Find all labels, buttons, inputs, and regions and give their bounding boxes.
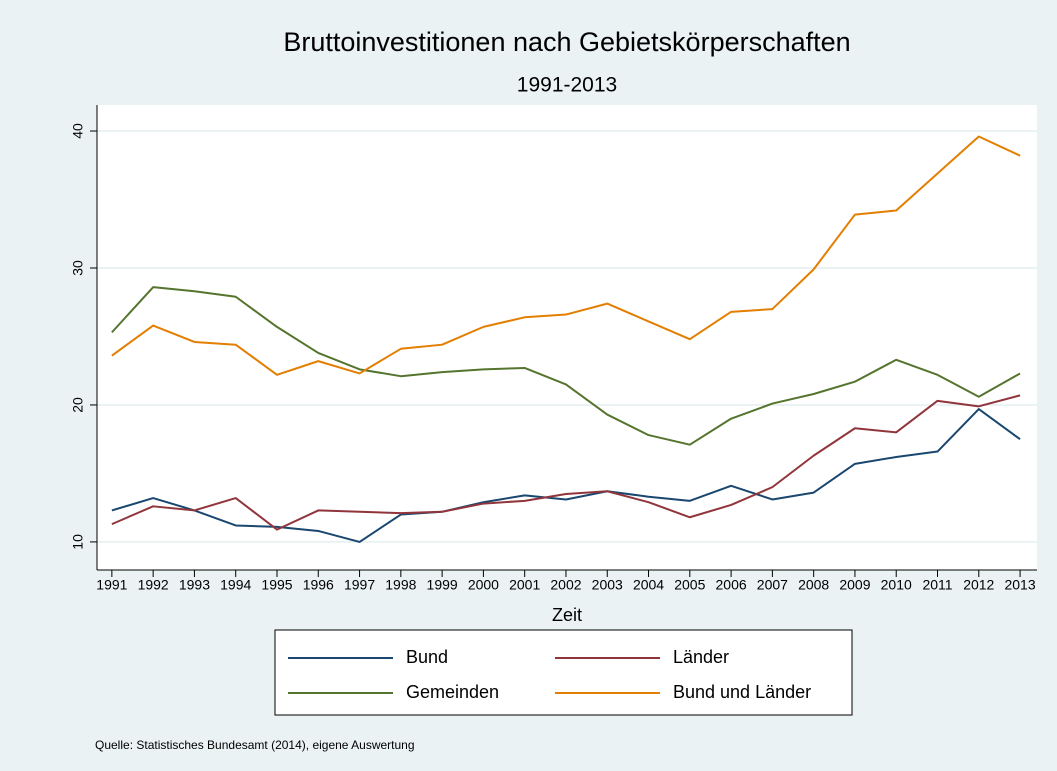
x-tick-label: 2008: [798, 577, 829, 593]
legend: [274, 629, 853, 716]
x-tick-label: 1992: [138, 577, 169, 593]
x-tick-label: 2012: [963, 577, 994, 593]
x-tick-label: 2007: [757, 577, 788, 593]
x-tick-label: 1996: [303, 577, 334, 593]
chart-title: Bruttoinvestitionen nach Gebietskörpersc…: [283, 27, 850, 57]
x-tick-label: 1993: [179, 577, 210, 593]
legend-label: Länder: [673, 647, 729, 667]
series-line: [111, 135, 1021, 376]
x-tick-label: 2004: [633, 577, 664, 593]
y-tick-label: 10: [70, 534, 86, 550]
x-tick-label: 1995: [261, 577, 292, 593]
series-line: [111, 286, 1021, 446]
plot-area: [97, 105, 1037, 570]
x-tick-label: 2001: [509, 577, 540, 593]
y-tick-label: 40: [70, 123, 86, 139]
x-tick-label: 2005: [674, 577, 705, 593]
x-tick-label: 1999: [427, 577, 458, 593]
source-note: Quelle: Statistisches Bundesamt (2014), …: [95, 738, 415, 752]
chart-subtitle: 1991-2013: [517, 74, 617, 97]
y-tick-label: 20: [70, 397, 86, 413]
x-tick-label: 2003: [592, 577, 623, 593]
legend-label: Gemeinden: [406, 682, 499, 702]
x-tick-label: 2000: [468, 577, 499, 593]
x-tick-label: 2002: [550, 577, 581, 593]
x-tick-label: 2006: [716, 577, 747, 593]
x-tick-label: 2011: [922, 577, 952, 593]
x-tick-label: 2010: [881, 577, 912, 593]
x-tick-label: 1997: [344, 577, 375, 593]
legend-label: Bund und Länder: [673, 682, 811, 702]
x-axis-label: Zeit: [552, 605, 582, 625]
series-line: [111, 394, 1021, 531]
x-tick-label: 1991: [96, 577, 127, 593]
y-tick-label: 30: [70, 260, 86, 276]
x-tick-label: 1994: [220, 577, 251, 593]
series-line: [111, 408, 1021, 543]
x-tick-label: 2013: [1004, 577, 1035, 593]
x-tick-label: 2009: [839, 577, 870, 593]
legend-label: Bund: [406, 647, 448, 667]
x-tick-label: 1998: [385, 577, 416, 593]
